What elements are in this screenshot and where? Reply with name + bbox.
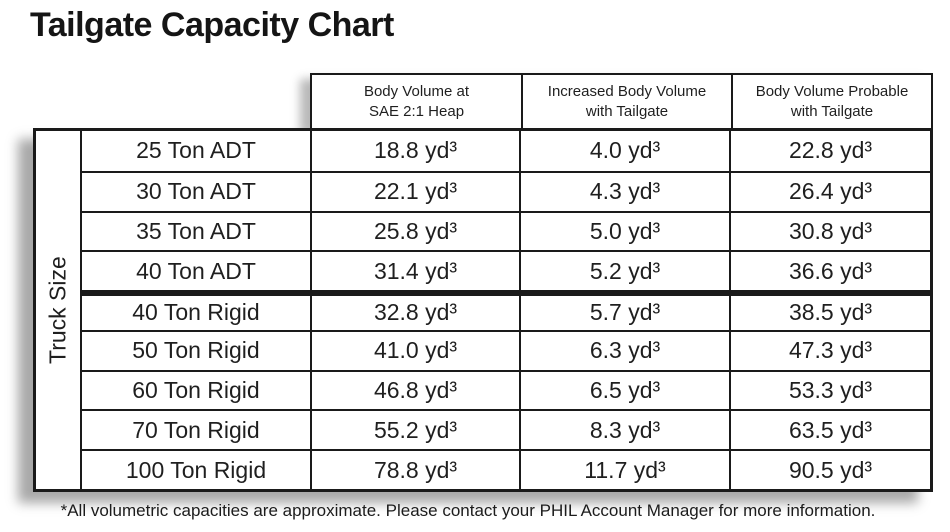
tailgate-increase-volume-cell: 6.5 yd³ xyxy=(519,369,729,410)
truck-size-label-cell: 60 Ton Rigid xyxy=(80,369,310,410)
tailgate-increase-volume-cell: 4.0 yd³ xyxy=(519,131,729,171)
tailgate-increase-volume-cell: 5.0 yd³ xyxy=(519,210,729,251)
tailgate-increase-volume-cell: 5.2 yd³ xyxy=(519,250,729,291)
truck-size-label-cell: 70 Ton Rigid xyxy=(80,409,310,450)
tailgate-increase-volume-cell: 11.7 yd³ xyxy=(519,449,729,489)
tailgate-increase-volume-cell: 4.3 yd³ xyxy=(519,170,729,211)
probable-volume-cell: 38.5 yd³ xyxy=(729,290,930,330)
column-header-label: Increased Body Volume with Tailgate xyxy=(547,83,707,120)
probable-volume-cell: 36.6 yd³ xyxy=(729,250,930,291)
sae-heap-volume-cell: 18.8 yd³ xyxy=(310,131,519,171)
column-header-increased-volume: Increased Body Volume with Tailgate xyxy=(521,75,731,128)
truck-size-label-cell: 100 Ton Rigid xyxy=(80,449,310,489)
sae-heap-volume-cell: 31.4 yd³ xyxy=(310,250,519,291)
tailgate-increase-volume-cell: 5.7 yd³ xyxy=(519,290,729,330)
capacity-table: Truck Size 25 Ton ADT 18.8 yd³ 4.0 yd³ 2… xyxy=(33,128,933,492)
sae-heap-volume-cell: 32.8 yd³ xyxy=(310,290,519,330)
truck-size-label-cell: 40 Ton Rigid xyxy=(80,290,310,330)
column-header-label: Body Volume Probable with Tailgate xyxy=(755,83,909,120)
tailgate-increase-volume-cell: 8.3 yd³ xyxy=(519,409,729,450)
row-group-label-truck-size: Truck Size xyxy=(44,256,71,364)
probable-volume-cell: 53.3 yd³ xyxy=(729,369,930,410)
probable-volume-cell: 63.5 yd³ xyxy=(729,409,930,450)
sae-heap-volume-cell: 25.8 yd³ xyxy=(310,210,519,251)
footnote: *All volumetric capacities are approxima… xyxy=(60,501,876,520)
truck-size-label-cell: 40 Ton ADT xyxy=(80,250,310,291)
sae-heap-volume-cell: 41.0 yd³ xyxy=(310,329,519,370)
sae-heap-volume-cell: 22.1 yd³ xyxy=(310,170,519,211)
truck-size-label-cell: 25 Ton ADT xyxy=(80,131,310,171)
probable-volume-cell: 90.5 yd³ xyxy=(729,449,930,489)
table-header-row: Body Volume at SAE 2:1 Heap Increased Bo… xyxy=(310,73,933,128)
probable-volume-cell: 30.8 yd³ xyxy=(729,210,930,251)
tailgate-increase-volume-cell: 6.3 yd³ xyxy=(519,329,729,370)
truck-size-label-cell: 35 Ton ADT xyxy=(80,210,310,251)
truck-size-label-cell: 50 Ton Rigid xyxy=(80,329,310,370)
sae-heap-volume-cell: 78.8 yd³ xyxy=(310,449,519,489)
column-header-sae-heap: Body Volume at SAE 2:1 Heap xyxy=(312,75,521,128)
column-header-probable-volume: Body Volume Probable with Tailgate xyxy=(731,75,931,128)
probable-volume-cell: 26.4 yd³ xyxy=(729,170,930,211)
page-title: Tailgate Capacity Chart xyxy=(30,6,394,44)
probable-volume-cell: 47.3 yd³ xyxy=(729,329,930,370)
sae-heap-volume-cell: 46.8 yd³ xyxy=(310,369,519,410)
column-header-label: Body Volume at SAE 2:1 Heap xyxy=(363,83,470,120)
sae-heap-volume-cell: 55.2 yd³ xyxy=(310,409,519,450)
truck-size-label-cell: 30 Ton ADT xyxy=(80,170,310,211)
probable-volume-cell: 22.8 yd³ xyxy=(729,131,930,171)
